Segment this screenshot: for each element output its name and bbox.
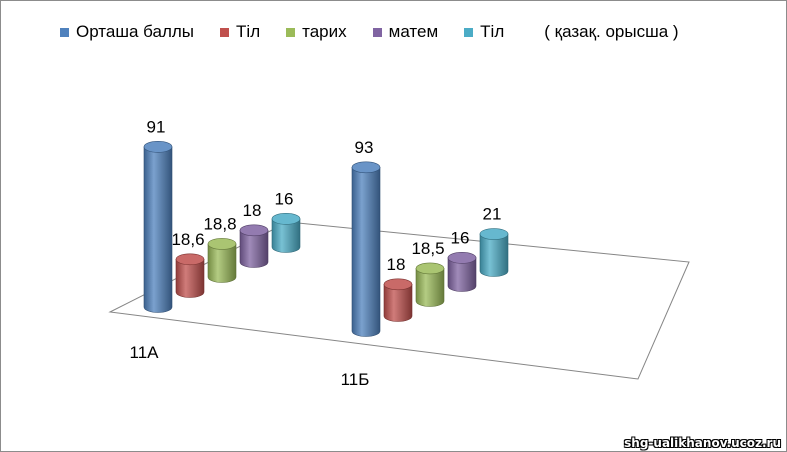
- bar-cat1-series4: [239, 224, 269, 268]
- watermark: shg-ualikhanov.ucoz.ru: [624, 436, 781, 450]
- legend-item-series-2: Тіл: [220, 22, 260, 42]
- bar-body-cat1-series1: [143, 146, 173, 313]
- data-label-cat2-series2: 18: [387, 255, 406, 274]
- bar-body-cat2-series4: [447, 257, 477, 292]
- legend-swatch-series-5: [464, 27, 474, 37]
- legend-item-series-4: матем: [372, 22, 439, 42]
- legend-swatch-series-4: [372, 27, 382, 37]
- category-label-11b: 11Б: [341, 370, 370, 389]
- legend-note: ( қазақ. орысша ): [544, 22, 679, 41]
- bar-body-cat1-series4: [239, 230, 269, 268]
- bar-cat2-series1: [351, 161, 381, 337]
- bar-cat2-series3: [415, 262, 445, 307]
- data-label-cat1-series1: 91: [147, 117, 166, 136]
- bar-top-cat1-series4: [239, 224, 269, 237]
- bar-body-cat2-series1: [351, 167, 381, 337]
- legend-label-series-3: тарих: [302, 22, 347, 41]
- bar-body-cat2-series3: [415, 268, 445, 307]
- bar-cat1-series3: [207, 238, 237, 283]
- legend-swatch-series-3: [286, 27, 296, 37]
- legend-label-series-5: Тіл: [480, 22, 505, 41]
- legend-swatch-series-1: [60, 27, 69, 37]
- bar-body-cat2-series2: [383, 284, 413, 322]
- data-label-cat1-series3: 18,8: [203, 214, 236, 233]
- legend: Орташа баллы Тіл тарих матем Тіл ( қазақ…: [60, 20, 679, 44]
- bar-top-cat1-series5: [271, 213, 301, 225]
- bar-top-cat2-series2: [383, 278, 413, 291]
- legend-item-series-3: тарих: [286, 22, 347, 42]
- data-label-cat1-series2: 18,6: [171, 230, 204, 249]
- data-label-cat2-series1: 93: [355, 138, 374, 157]
- bar-top-cat2-series5: [479, 228, 509, 240]
- data-label-cat2-series3: 18,5: [411, 239, 444, 258]
- bar-cat2-series2: [383, 278, 413, 322]
- data-label-cat1-series4: 18: [243, 201, 262, 220]
- bar-body-cat1-series3: [207, 243, 237, 283]
- bar-cat1-series5: [271, 213, 301, 253]
- legend-item-series-5: Тіл: [464, 22, 504, 42]
- legend-label-series-2: Тіл: [236, 22, 261, 41]
- legend-item-series-1: Орташа баллы: [60, 22, 194, 42]
- bar-top-cat2-series1: [351, 161, 381, 174]
- data-label-cat1-series5: 16: [275, 189, 294, 208]
- bar-top-cat1-series1: [143, 141, 173, 153]
- bar-cat2-series4: [447, 252, 477, 292]
- legend-label-series-1: Орташа баллы: [76, 22, 195, 41]
- bar-top-cat2-series3: [415, 262, 445, 275]
- bar-cat1-series2: [175, 253, 205, 298]
- bar-cat2-series5: [479, 228, 509, 277]
- bar-body-cat1-series5: [271, 218, 301, 253]
- bar-body-cat1-series2: [175, 258, 205, 298]
- category-label-11a: 11А: [130, 343, 160, 362]
- bar-top-cat1-series3: [207, 238, 237, 250]
- bar-cat1-series1: [143, 141, 173, 313]
- bar-top-cat2-series4: [447, 252, 477, 264]
- bar-body-cat2-series5: [479, 233, 509, 277]
- bar-top-cat1-series2: [175, 253, 205, 266]
- data-label-cat2-series5: 21: [483, 205, 502, 224]
- legend-label-series-4: матем: [388, 22, 439, 41]
- data-label-cat2-series4: 16: [451, 228, 470, 247]
- legend-swatch-series-2: [220, 27, 230, 37]
